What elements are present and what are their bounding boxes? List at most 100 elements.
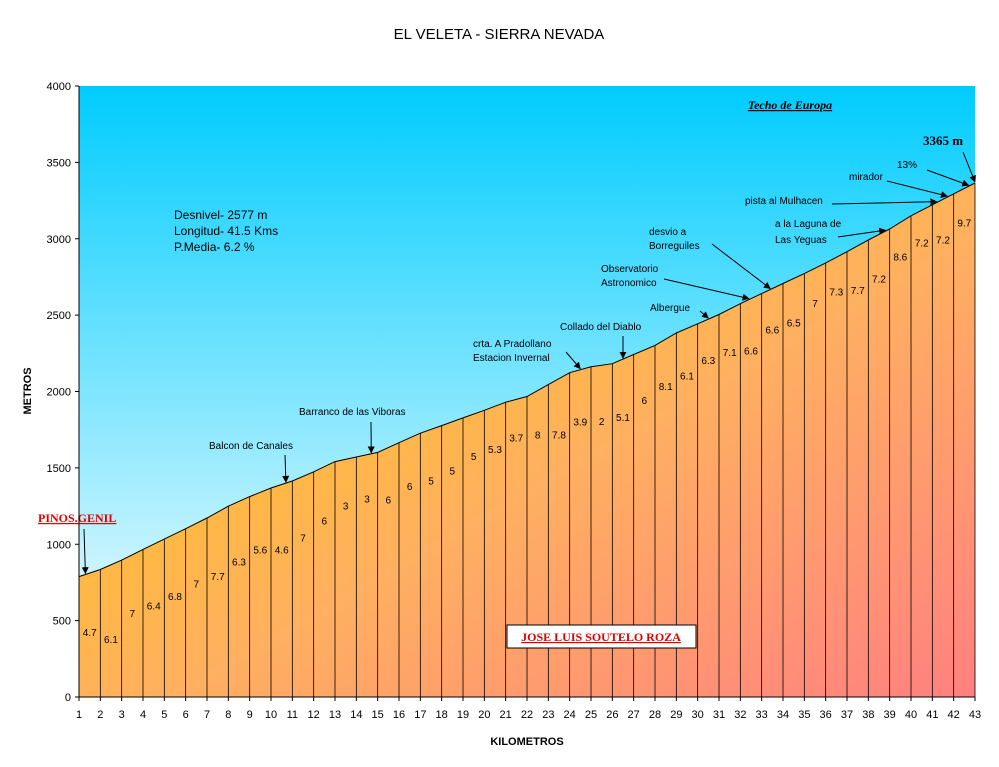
annotation-mirador: mirador [849, 172, 884, 183]
annotation-techo-de-europa: Techo de Europa [748, 98, 832, 112]
x-tick-label: 18 [436, 709, 448, 721]
segment-gradient-label: 3.9 [573, 418, 587, 429]
annotation-peak-altitude: 3365 m [923, 133, 963, 148]
segment-gradient-label: 5.1 [616, 413, 630, 424]
segment-gradient-label: 8.6 [893, 252, 907, 263]
x-axis-label: KILOMETROS [490, 736, 563, 748]
segment-gradient-label: 6.5 [787, 319, 801, 330]
y-tick-label: 3500 [47, 157, 71, 169]
segment-gradient-label: 5.6 [253, 545, 267, 556]
segment-gradient-label: 7.1 [723, 348, 737, 359]
segment-gradient-label: 5 [471, 452, 477, 463]
y-tick-label: 1500 [47, 463, 71, 475]
arrow-observatorio [663, 278, 750, 301]
y-tick-label: 500 [53, 616, 71, 628]
info-longitud: Longitud- 41.5 Kms [174, 224, 278, 238]
segment-gradient-label: 7.7 [851, 286, 865, 297]
segment-gradient-label: 6 [642, 396, 648, 407]
segment-gradient-label: 6.8 [168, 592, 182, 603]
author-label: JOSE LUIS SOUTELO ROZA [521, 630, 681, 644]
annotation-desvio-borreguiles-line2: Borreguiles [649, 241, 700, 252]
x-tick-label: 20 [478, 709, 490, 721]
info-pendiente-media: P.Media- 6.2 % [174, 240, 255, 254]
x-tick-label: 19 [457, 709, 469, 721]
x-tick-label: 39 [884, 709, 896, 721]
segment-gradient-label: 6 [386, 496, 392, 507]
annotation-barranco-de-las-viboras: Barranco de las Viboras [299, 407, 406, 418]
segment-gradient-label: 8.1 [659, 382, 673, 393]
x-tick-label: 12 [308, 709, 320, 721]
segment-gradient-label: 6.3 [232, 557, 246, 568]
info-desnivel: Desnivel- 2577 m [174, 208, 267, 222]
x-tick-label: 17 [414, 709, 426, 721]
arrow-mirador [886, 180, 948, 199]
x-tick-label: 36 [820, 709, 832, 721]
segment-gradient-label: 5 [428, 476, 434, 487]
segment-gradient-label: 7.2 [915, 238, 929, 249]
x-tick-label: 35 [798, 709, 810, 721]
annotation-pinos-genil: PINOS.GENIL [38, 511, 116, 525]
segment-gradient-label: 7.3 [829, 287, 843, 298]
segment-gradient-label: 5 [450, 467, 456, 478]
y-tick-label: 3000 [47, 234, 71, 246]
segment-gradient-label: 4.7 [83, 628, 97, 639]
segment-gradient-label: 7 [194, 579, 200, 590]
arrow-pradollano [565, 351, 581, 370]
x-tick-label: 14 [350, 709, 362, 721]
x-tick-label: 22 [521, 709, 533, 721]
x-tick-label: 41 [926, 709, 938, 721]
segment-gradient-label: 7 [300, 533, 306, 544]
segment-gradient-label: 6.1 [680, 371, 694, 382]
segment-gradient-label: 6.3 [701, 356, 715, 367]
segment-gradient-label: 7.7 [211, 572, 225, 583]
segment-gradient-label: 2 [599, 417, 605, 428]
x-tick-label: 38 [862, 709, 874, 721]
x-tick-label: 5 [161, 709, 167, 721]
annotation-collado-del-diablo: Collado del Diablo [560, 322, 642, 333]
x-tick-label: 9 [247, 709, 253, 721]
x-tick-label: 11 [287, 709, 298, 721]
x-tick-label: 33 [756, 709, 768, 721]
segment-gradient-label: 6.4 [147, 601, 161, 612]
arrow-peak [962, 151, 976, 183]
x-tick-label: 8 [225, 709, 231, 721]
x-tick-label: 37 [841, 709, 853, 721]
x-tick-label: 16 [393, 709, 405, 721]
arrow-desvio-borreguiles [711, 243, 771, 289]
annotation-layer: PINOS.GENIL Balcon de Canales Barranco de … [38, 98, 976, 575]
segment-gradient-label: 7 [812, 299, 818, 310]
annotation-13-percent: 13% [897, 160, 917, 171]
y-axis-label: METROS [22, 367, 34, 414]
y-tick-label: 0 [65, 692, 71, 704]
annotation-observatorio-line1: Observatorio [601, 264, 659, 275]
annotation-observatorio-line2: Astronomico [601, 278, 657, 289]
annotation-desvio-borreguiles-line1: desvio a [649, 227, 687, 238]
x-tick-label: 7 [204, 709, 210, 721]
arrow-pinos-genil [81, 528, 89, 575]
x-tick-label: 2 [97, 709, 103, 721]
segment-gradient-label: 6.6 [765, 326, 779, 337]
x-tick-label: 42 [948, 709, 960, 721]
y-tick-label: 2500 [47, 310, 71, 322]
annotation-pradollano-line1: crta. A Pradollano [473, 339, 552, 350]
x-tick-label: 32 [734, 709, 746, 721]
segment-gradient-label: 7.8 [552, 431, 566, 442]
x-tick-label: 30 [692, 709, 704, 721]
x-tick-label: 29 [670, 709, 682, 721]
arrow-pista-al-mulhacen [831, 198, 938, 206]
x-tick-label: 24 [564, 709, 576, 721]
segment-gradient-label: 4.6 [275, 546, 289, 557]
y-tick-label: 4000 [47, 81, 71, 93]
annotation-pista-al-mulhacen: pista al Mulhacen [745, 196, 823, 207]
segment-gradient-label: 6 [322, 517, 328, 528]
segment-gradient-label: 7.2 [936, 235, 950, 246]
x-tick-label: 21 [500, 709, 512, 721]
segment-gradient-label: 7 [130, 609, 136, 620]
x-tick-label: 10 [265, 709, 277, 721]
x-tick-label: 40 [905, 709, 917, 721]
segment-gradient-label: 3.7 [509, 433, 523, 444]
x-tick-label: 6 [183, 709, 189, 721]
segment-gradient-label: 9.7 [957, 218, 971, 229]
